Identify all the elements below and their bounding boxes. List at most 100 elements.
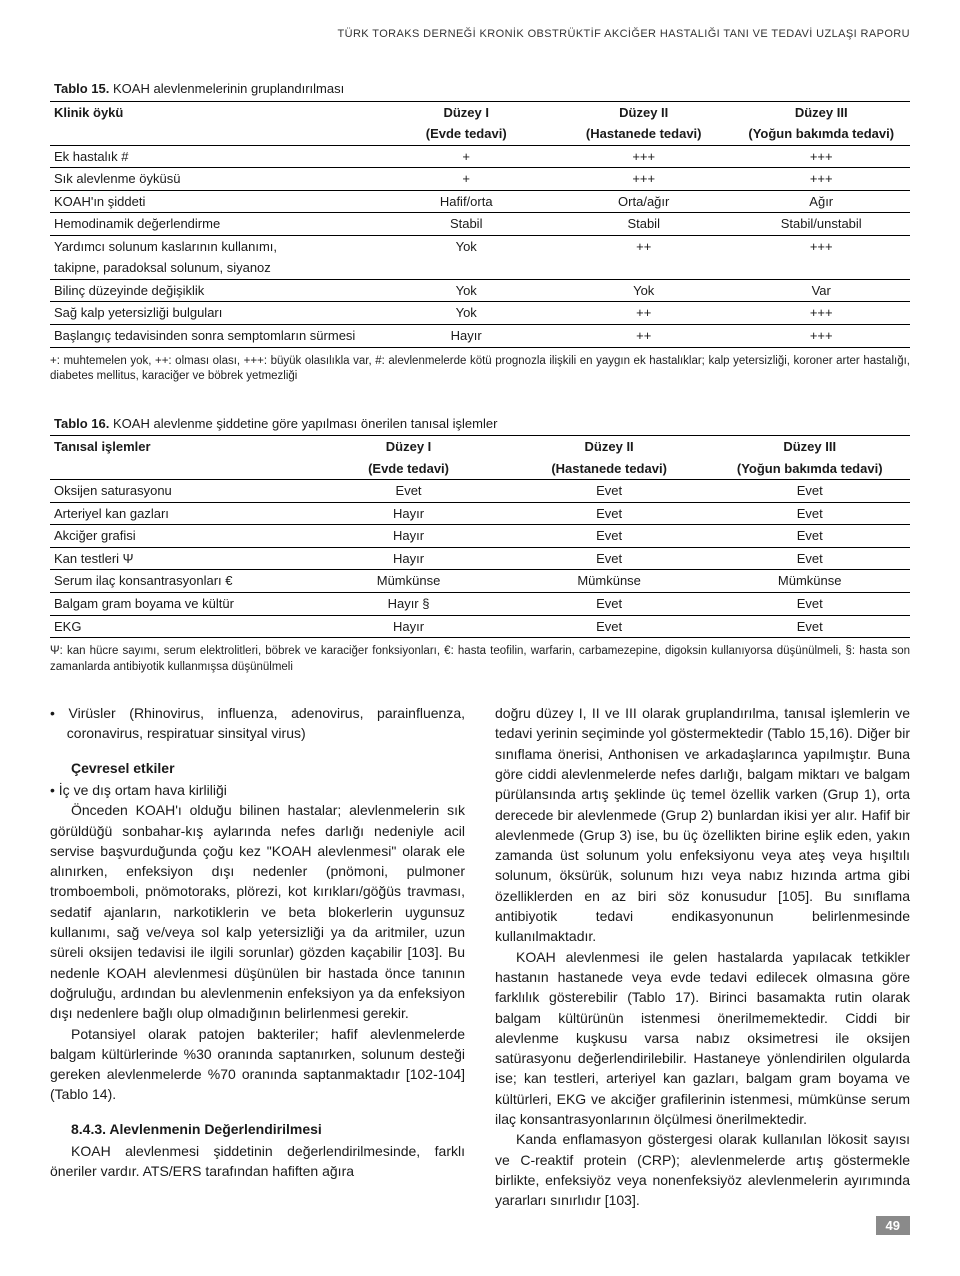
table16-head-c3: Düzey III [709, 436, 910, 458]
left-p2: Potansiyel olarak patojen bakteriler; ha… [50, 1024, 465, 1105]
table15-sub-c2: (Hastanede tedavi) [555, 123, 733, 145]
table-row: Hemodinamik değerlendirmeStabilStabilSta… [50, 213, 910, 235]
table16-cell: Evet [709, 547, 910, 569]
table16-cell: Evet [509, 480, 710, 502]
table15-cell: Yok [377, 235, 555, 257]
table-row: takipne, paradoksal solunum, siyanoz [50, 257, 910, 279]
table15-footnote: +: muhtemelen yok, ++: olması olası, +++… [50, 354, 910, 385]
table15-cell: Var [732, 279, 910, 301]
table-row: Akciğer grafisiHayırEvetEvet [50, 525, 910, 547]
table-row: Balgam gram boyama ve kültürHayır §EvetE… [50, 592, 910, 614]
table16-cell: Mümkünse [709, 570, 910, 592]
table15-cell [555, 257, 733, 279]
table15-cell: Stabil/unstabil [732, 213, 910, 235]
table16-head-c2: Düzey II [509, 436, 710, 458]
table16-row-label: Serum ilaç konsantrasyonları € [50, 570, 308, 592]
table16-row-label: Akciğer grafisi [50, 525, 308, 547]
table15-caption-text: KOAH alevlenmelerinin gruplandırılması [113, 81, 344, 96]
table16-row-label: Kan testleri Ψ [50, 547, 308, 569]
left-bullet-1: Virüsler (Rhinovirus, influenza, adenovi… [50, 703, 465, 744]
table15-cell: +++ [732, 302, 910, 324]
table-16: Tablo 16. KOAH alevlenme şiddetine göre … [50, 413, 910, 638]
table15-row-label: takipne, paradoksal solunum, siyanoz [50, 257, 377, 279]
table15-row-label: Sık alevlenme öyküsü [50, 168, 377, 190]
table16-cell: Hayır [308, 525, 509, 547]
table-row: Oksijen saturasyonuEvetEvetEvet [50, 480, 910, 502]
left-subsection-head: 8.4.3. Alevlenmenin Değerlendirilmesi [50, 1119, 465, 1139]
table15-head-label: Klinik öykü [50, 101, 377, 123]
page-number: 49 [876, 1216, 910, 1235]
left-bullet-2: İç ve dış ortam hava kirliliği [50, 780, 465, 800]
left-column: Virüsler (Rhinovirus, influenza, adenovi… [50, 703, 465, 1210]
table15-cell: +++ [732, 145, 910, 167]
table16-cell: Evet [509, 592, 710, 614]
right-column: doğru düzey I, II ve III olarak grupland… [495, 703, 910, 1210]
table16-row-label: EKG [50, 615, 308, 637]
table15-caption-num: Tablo 15. [54, 81, 109, 96]
table16-row-label: Arteriyel kan gazları [50, 502, 308, 524]
table-row: Serum ilaç konsantrasyonları €MümkünseMü… [50, 570, 910, 592]
left-section-head: Çevresel etkiler [50, 758, 465, 778]
table-row: Ek hastalık #+++++++ [50, 145, 910, 167]
table-row: Sık alevlenme öyküsü+++++++ [50, 168, 910, 190]
table16-cell: Evet [308, 480, 509, 502]
table16-cell: Mümkünse [308, 570, 509, 592]
table15-sub-c3: (Yoğun bakımda tedavi) [732, 123, 910, 145]
table16-footnote: Ψ: kan hücre sayımı, serum elektrolitler… [50, 644, 910, 675]
table15-cell [377, 257, 555, 279]
table16-row-label: Oksijen saturasyonu [50, 480, 308, 502]
table15-cell [732, 257, 910, 279]
table15-row-label: Ek hastalık # [50, 145, 377, 167]
table15-head-c1: Düzey I [377, 101, 555, 123]
table15-cell: Ağır [732, 190, 910, 212]
table16-cell: Evet [509, 502, 710, 524]
table16-caption-text: KOAH alevlenme şiddetine göre yapılması … [113, 416, 497, 431]
table16-head-label: Tanısal işlemler [50, 436, 308, 458]
table15-cell: Yok [555, 279, 733, 301]
table15-cell: + [377, 145, 555, 167]
table15-cell: Stabil [377, 213, 555, 235]
body-columns: Virüsler (Rhinovirus, influenza, adenovi… [50, 703, 910, 1210]
table15-cell: + [377, 168, 555, 190]
table-row: Başlangıç tedavisinden sonra semptomları… [50, 325, 910, 347]
table15-cell: Yok [377, 279, 555, 301]
running-header: TÜRK TORAKS DERNEĞİ KRONİK OBSTRÜKTİF AK… [50, 28, 910, 40]
table16-cell: Hayır [308, 615, 509, 637]
table15-row-label: Hemodinamik değerlendirme [50, 213, 377, 235]
table15-cell: +++ [732, 325, 910, 347]
table15-row-label: KOAH'ın şiddeti [50, 190, 377, 212]
table16-head-c1: Düzey I [308, 436, 509, 458]
table15-cell: Orta/ağır [555, 190, 733, 212]
table16-cell: Hayır [308, 502, 509, 524]
table-15: Tablo 15. KOAH alevlenmelerinin grupland… [50, 78, 910, 348]
table16-cell: Evet [709, 525, 910, 547]
left-p1: Önceden KOAH'ı olduğu bilinen hastalar; … [50, 800, 465, 1023]
table15-cell: Stabil [555, 213, 733, 235]
right-p3: Kanda enflamasyon göstergesi olarak kull… [495, 1129, 910, 1210]
table15-cell: ++ [555, 235, 733, 257]
table15-cell: ++ [555, 325, 733, 347]
table16-caption-num: Tablo 16. [54, 416, 109, 431]
table-row: Bilinç düzeyinde değişiklikYokYokVar [50, 279, 910, 301]
table15-cell: ++ [555, 302, 733, 324]
table15-row-label: Başlangıç tedavisinden sonra semptomları… [50, 325, 377, 347]
table16-cell: Evet [709, 502, 910, 524]
table15-row-label: Bilinç düzeyinde değişiklik [50, 279, 377, 301]
table16-cell: Mümkünse [509, 570, 710, 592]
table16-cell: Evet [509, 525, 710, 547]
table16-cell: Evet [509, 615, 710, 637]
table16-cell: Evet [709, 615, 910, 637]
table-row: Sağ kalp yetersizliği bulgularıYok+++++ [50, 302, 910, 324]
table15-head-c3: Düzey III [732, 101, 910, 123]
table16-cell: Hayır [308, 547, 509, 569]
table-row: Kan testleri ΨHayırEvetEvet [50, 547, 910, 569]
table15-row-label: Sağ kalp yetersizliği bulguları [50, 302, 377, 324]
table15-cell: +++ [732, 235, 910, 257]
table16-sub-c1: (Evde tedavi) [308, 458, 509, 480]
table16-cell: Hayır § [308, 592, 509, 614]
table15-cell: +++ [732, 168, 910, 190]
left-p3: KOAH alevlenmesi şiddetinin değerlendiri… [50, 1141, 465, 1182]
table16-cell: Evet [509, 547, 710, 569]
table16-row-label: Balgam gram boyama ve kültür [50, 592, 308, 614]
table16-cell: Evet [709, 480, 910, 502]
